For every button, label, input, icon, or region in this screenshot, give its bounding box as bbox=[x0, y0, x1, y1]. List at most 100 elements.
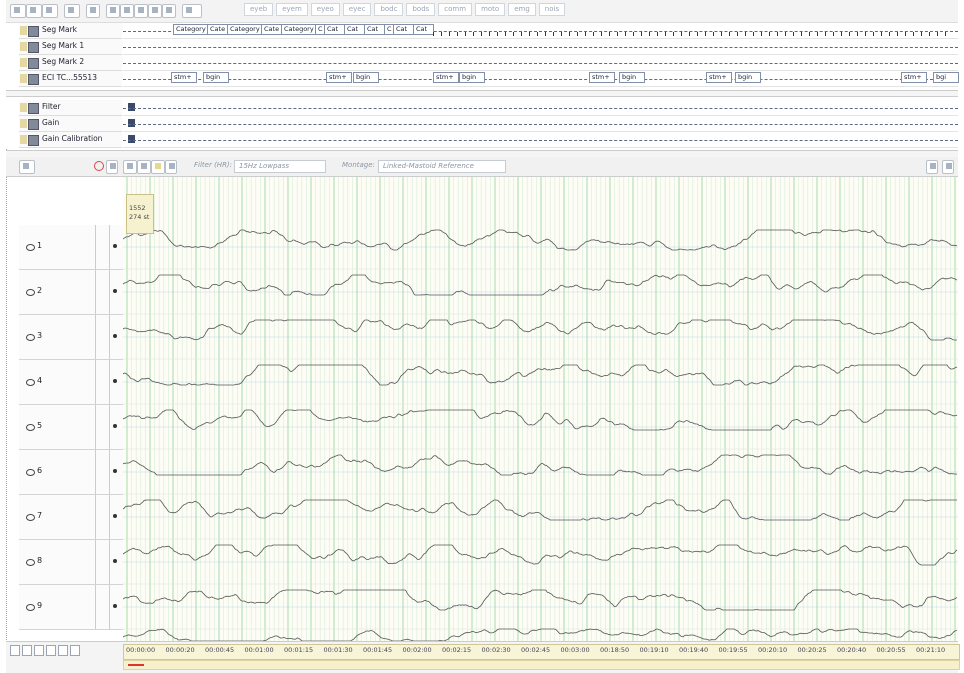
event-marker-box[interactable]: 1552 274 st bbox=[126, 194, 154, 234]
category-tick[interactable] bbox=[449, 32, 450, 36]
gain-lane[interactable] bbox=[123, 116, 958, 132]
first-page-icon[interactable] bbox=[106, 4, 120, 18]
category-tick[interactable] bbox=[593, 32, 594, 36]
view-panel-icon[interactable] bbox=[42, 4, 58, 18]
view-list-icon[interactable] bbox=[26, 4, 42, 18]
record-icon[interactable] bbox=[94, 161, 104, 171]
category-tick[interactable] bbox=[513, 32, 514, 36]
time-ruler[interactable]: 00:00:00 00:00:20 00:00:45 00:01:00 00:01:15… bbox=[123, 644, 960, 660]
channel-row-6[interactable]: 6 bbox=[19, 450, 123, 495]
category-tick[interactable] bbox=[505, 32, 506, 36]
track-label-seg-mark[interactable]: Seg Mark bbox=[19, 23, 122, 39]
category-chip[interactable]: Cat bbox=[324, 24, 345, 35]
category-tick[interactable] bbox=[793, 32, 794, 36]
channel-status-dot[interactable] bbox=[113, 424, 117, 428]
tag-moto[interactable]: moto bbox=[475, 3, 506, 16]
category-tick[interactable] bbox=[825, 32, 826, 36]
eci-event-chip[interactable]: stm+ bbox=[433, 72, 459, 83]
category-tick[interactable] bbox=[913, 32, 914, 36]
track-label-eci[interactable]: ECI TC...55513 bbox=[19, 71, 122, 87]
eci-event-chip[interactable]: stm+ bbox=[589, 72, 615, 83]
fast-forward-icon[interactable] bbox=[58, 645, 68, 656]
category-tick[interactable] bbox=[809, 32, 810, 36]
category-tick[interactable] bbox=[745, 32, 746, 36]
category-tick[interactable] bbox=[473, 32, 474, 36]
monitor-icon[interactable] bbox=[64, 4, 80, 18]
tag-eyeo[interactable]: eyeo bbox=[310, 3, 340, 16]
channel-status-dot[interactable] bbox=[113, 289, 117, 293]
channel-status-dot[interactable] bbox=[113, 334, 117, 338]
category-chip[interactable]: Cat bbox=[393, 24, 414, 35]
channel-row-9[interactable]: 9 bbox=[19, 585, 123, 630]
tag-nois[interactable]: nois bbox=[538, 3, 566, 16]
category-tick[interactable] bbox=[945, 32, 946, 36]
category-tick[interactable] bbox=[481, 32, 482, 36]
category-chip[interactable]: Cat bbox=[364, 24, 385, 35]
category-tick[interactable] bbox=[641, 32, 642, 36]
tag-dropdown-icon[interactable] bbox=[182, 4, 202, 18]
category-tick[interactable] bbox=[625, 32, 626, 36]
category-tick[interactable] bbox=[889, 32, 890, 36]
collapse-icon[interactable] bbox=[942, 160, 954, 174]
category-chip[interactable]: Cate bbox=[261, 24, 282, 35]
category-tick[interactable] bbox=[881, 32, 882, 36]
step-forward-icon[interactable] bbox=[46, 645, 56, 656]
category-tick[interactable] bbox=[697, 32, 698, 36]
category-tick[interactable] bbox=[849, 32, 850, 36]
seg-mark-2-lane[interactable] bbox=[123, 55, 958, 71]
track-label-filter[interactable]: Filter bbox=[19, 100, 122, 116]
tag-bods[interactable]: bods bbox=[406, 3, 436, 16]
cursor-icon[interactable] bbox=[165, 160, 177, 174]
category-tick[interactable] bbox=[865, 32, 866, 36]
playhead-indicator[interactable] bbox=[128, 664, 144, 666]
channel-status-dot[interactable] bbox=[113, 244, 117, 248]
eci-event-chip[interactable]: bgin bbox=[203, 72, 229, 83]
channel-status-dot[interactable] bbox=[113, 469, 117, 473]
category-tick[interactable] bbox=[873, 32, 874, 36]
category-tick[interactable] bbox=[713, 32, 714, 36]
category-tick[interactable] bbox=[801, 32, 802, 36]
category-tick[interactable] bbox=[537, 32, 538, 36]
filter-select[interactable]: 15Hz Lowpass bbox=[234, 160, 326, 173]
eci-event-chip[interactable]: bgi bbox=[933, 72, 959, 83]
category-tick[interactable] bbox=[585, 32, 586, 36]
visibility-eye-icon[interactable] bbox=[26, 424, 35, 431]
stop-icon[interactable] bbox=[134, 4, 148, 18]
filter-marker[interactable] bbox=[128, 103, 135, 111]
waveform-svg[interactable] bbox=[122, 177, 958, 642]
expand-icon[interactable] bbox=[926, 160, 938, 174]
montage-select[interactable]: Linked-Mastoid Reference bbox=[378, 160, 506, 173]
category-tick[interactable] bbox=[489, 32, 490, 36]
channel-row-5[interactable]: 5 bbox=[19, 405, 123, 450]
category-tick[interactable] bbox=[465, 32, 466, 36]
category-chip[interactable]: Cate bbox=[207, 24, 228, 35]
eci-event-chip[interactable]: stm+ bbox=[706, 72, 732, 83]
settings-icon[interactable] bbox=[106, 160, 118, 174]
category-tick[interactable] bbox=[553, 32, 554, 36]
category-tick[interactable] bbox=[857, 32, 858, 36]
visibility-eye-icon[interactable] bbox=[26, 244, 35, 251]
channel-row-8[interactable]: 8 bbox=[19, 540, 123, 585]
last-icon[interactable] bbox=[70, 645, 80, 656]
category-tick[interactable] bbox=[609, 32, 610, 36]
category-tick[interactable] bbox=[649, 32, 650, 36]
step-back-icon[interactable] bbox=[34, 645, 44, 656]
category-chip[interactable]: Cat bbox=[344, 24, 365, 35]
gain-calibration-marker[interactable] bbox=[128, 135, 135, 143]
category-tick[interactable] bbox=[665, 32, 666, 36]
category-tick[interactable] bbox=[737, 32, 738, 36]
highlight-icon[interactable] bbox=[151, 160, 165, 174]
tag-bodc[interactable]: bodc bbox=[374, 3, 404, 16]
rewind-icon[interactable] bbox=[22, 645, 32, 656]
time-scrubber[interactable] bbox=[123, 660, 960, 670]
visibility-eye-icon[interactable] bbox=[26, 514, 35, 521]
layout-icon[interactable] bbox=[86, 4, 100, 18]
channel-row-1[interactable]: 1 bbox=[19, 225, 123, 270]
tag-eyec[interactable]: eyec bbox=[342, 3, 372, 16]
category-tick[interactable] bbox=[561, 32, 562, 36]
visibility-eye-icon[interactable] bbox=[26, 289, 35, 296]
channel-status-dot[interactable] bbox=[113, 559, 117, 563]
category-tick[interactable] bbox=[897, 32, 898, 36]
zoom-in-icon[interactable] bbox=[123, 160, 137, 174]
category-tick[interactable] bbox=[769, 32, 770, 36]
